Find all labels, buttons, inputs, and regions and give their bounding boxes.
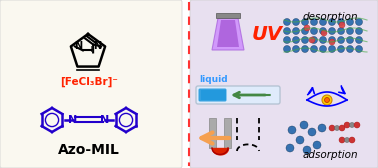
Circle shape [308,128,316,136]
Circle shape [338,36,344,44]
FancyBboxPatch shape [196,86,280,104]
Text: desorption: desorption [302,12,358,22]
Bar [224,118,231,148]
Circle shape [355,46,363,52]
Circle shape [319,36,327,44]
Circle shape [300,121,308,129]
Circle shape [296,136,304,144]
Text: [FeCl₃Br]⁻: [FeCl₃Br]⁻ [60,77,118,87]
Circle shape [319,18,327,26]
Circle shape [347,36,353,44]
FancyBboxPatch shape [190,0,378,168]
Circle shape [310,28,318,34]
FancyBboxPatch shape [0,0,182,168]
FancyBboxPatch shape [198,89,226,101]
Circle shape [313,141,321,149]
Circle shape [335,125,339,131]
Circle shape [309,37,315,43]
Circle shape [302,36,308,44]
Circle shape [319,28,327,34]
Circle shape [302,28,308,34]
Text: liquid: liquid [199,75,228,84]
Circle shape [329,39,335,45]
Text: N: N [74,41,82,51]
Circle shape [288,126,296,134]
Polygon shape [212,18,244,50]
Circle shape [303,146,311,154]
Bar [209,118,216,148]
Circle shape [338,46,344,52]
Circle shape [344,137,350,142]
Bar [201,90,226,100]
Circle shape [321,30,327,36]
Circle shape [355,28,363,34]
Circle shape [310,18,318,26]
Circle shape [350,122,355,128]
Circle shape [302,46,308,52]
Text: Azo-MIL: Azo-MIL [58,143,120,157]
Circle shape [355,18,363,26]
Circle shape [293,46,299,52]
Circle shape [338,28,344,34]
Text: UV: UV [252,26,283,45]
Circle shape [328,18,336,26]
Circle shape [328,36,336,44]
Circle shape [339,137,345,143]
Circle shape [310,46,318,52]
Circle shape [293,36,299,44]
Circle shape [349,137,355,143]
Circle shape [284,46,291,52]
Circle shape [347,28,353,34]
Text: N: N [93,41,101,51]
Circle shape [318,124,326,132]
Circle shape [284,36,291,44]
Circle shape [355,36,363,44]
Circle shape [324,97,330,102]
Circle shape [286,144,294,152]
Circle shape [328,28,336,34]
Polygon shape [217,20,239,47]
Circle shape [347,18,353,26]
Circle shape [339,125,345,131]
Circle shape [322,95,332,105]
Circle shape [347,46,353,52]
Text: adsorption: adsorption [302,150,358,160]
Circle shape [319,46,327,52]
Text: N: N [101,115,110,125]
Circle shape [338,18,344,26]
Circle shape [329,125,335,131]
Circle shape [328,46,336,52]
Text: +: + [88,45,94,53]
Text: N: N [68,115,77,125]
Circle shape [344,122,350,128]
Circle shape [304,25,310,31]
Circle shape [284,18,291,26]
Bar [216,13,240,18]
Circle shape [284,28,291,34]
Circle shape [293,18,299,26]
Circle shape [310,36,318,44]
Circle shape [354,122,360,128]
Circle shape [302,18,308,26]
Circle shape [293,28,299,34]
Circle shape [339,22,345,28]
